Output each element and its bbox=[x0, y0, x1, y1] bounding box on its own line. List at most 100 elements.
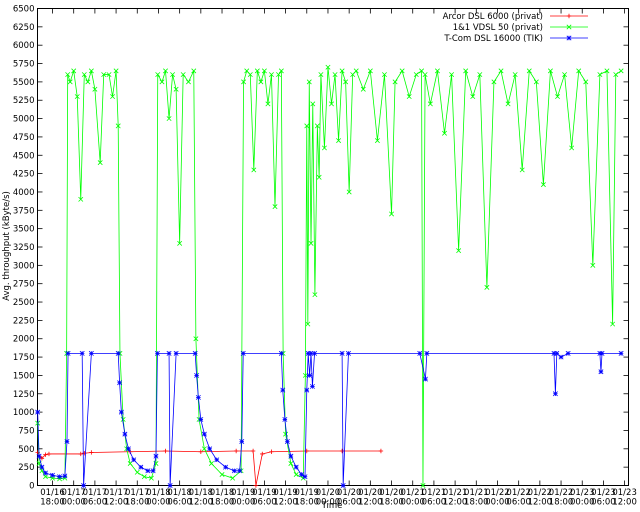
point-marker bbox=[456, 248, 462, 254]
point-marker bbox=[360, 86, 366, 92]
point-marker bbox=[67, 79, 73, 85]
point-marker bbox=[618, 68, 624, 74]
point-marker bbox=[154, 350, 160, 356]
point-marker bbox=[512, 72, 518, 78]
y-tick-label: 2500 bbox=[13, 298, 35, 308]
point-marker bbox=[339, 68, 345, 74]
point-marker bbox=[305, 321, 311, 327]
point-marker bbox=[305, 350, 311, 356]
point-marker bbox=[170, 72, 176, 78]
point-marker bbox=[97, 160, 103, 166]
y-tick-label: 2750 bbox=[13, 280, 35, 290]
point-marker bbox=[318, 72, 324, 78]
point-marker bbox=[339, 350, 345, 356]
point-marker bbox=[613, 72, 619, 78]
point-marker bbox=[498, 68, 504, 74]
x-tick-label: 01/17 18:00 bbox=[125, 488, 150, 508]
x-tick-label: 01/21 06:00 bbox=[422, 488, 447, 508]
point-marker bbox=[569, 145, 575, 151]
point-marker bbox=[101, 72, 107, 78]
x-tick-label: 01/19 00:00 bbox=[231, 488, 256, 508]
point-marker bbox=[260, 451, 265, 457]
point-marker bbox=[237, 468, 243, 474]
y-tick-label: 3750 bbox=[13, 206, 35, 216]
point-marker bbox=[308, 240, 314, 246]
point-marker bbox=[308, 350, 314, 356]
point-marker bbox=[463, 68, 469, 74]
point-marker bbox=[254, 68, 260, 74]
point-marker bbox=[288, 461, 294, 466]
y-tick-label: 3250 bbox=[13, 243, 35, 253]
x-tick-label: 01/23 06:00 bbox=[591, 488, 616, 508]
point-marker bbox=[57, 476, 63, 482]
point-marker bbox=[163, 448, 168, 454]
point-marker bbox=[268, 72, 274, 78]
x-tick-label: 01/22 12:00 bbox=[528, 488, 553, 508]
point-marker bbox=[261, 68, 267, 74]
point-marker bbox=[42, 474, 48, 480]
x-tick-label: 01/20 06:00 bbox=[337, 488, 362, 508]
point-marker bbox=[422, 376, 428, 382]
x-tick-label: 01/22 00:00 bbox=[485, 488, 510, 508]
x-tick-label: 01/20 12:00 bbox=[358, 488, 383, 508]
point-marker bbox=[115, 123, 121, 129]
point-marker bbox=[424, 350, 430, 356]
point-marker bbox=[298, 472, 304, 477]
point-marker bbox=[78, 196, 84, 202]
point-marker bbox=[269, 449, 274, 454]
point-marker bbox=[207, 446, 213, 452]
legend: Arcor DSL 6000 (privat)1&1 VDSL 50 (priv… bbox=[443, 12, 588, 44]
y-tick-label: 500 bbox=[18, 445, 34, 455]
point-marker bbox=[306, 79, 312, 85]
point-marker bbox=[231, 468, 237, 474]
point-marker bbox=[367, 68, 373, 74]
y-tick-label: 6000 bbox=[13, 41, 35, 51]
point-marker bbox=[417, 350, 423, 356]
point-marker bbox=[599, 350, 605, 356]
point-marker bbox=[81, 483, 87, 488]
point-marker bbox=[195, 394, 201, 400]
point-marker bbox=[566, 24, 572, 30]
y-tick-label: 4500 bbox=[13, 151, 35, 161]
point-marker bbox=[89, 450, 94, 455]
point-marker bbox=[42, 470, 48, 476]
x-tick-label: 01/21 12:00 bbox=[443, 488, 468, 508]
point-marker bbox=[427, 101, 433, 107]
point-marker bbox=[309, 383, 315, 389]
point-marker bbox=[230, 475, 236, 481]
point-marker bbox=[138, 464, 144, 470]
point-marker bbox=[81, 72, 87, 78]
point-marker bbox=[166, 116, 172, 122]
point-marker bbox=[79, 350, 85, 356]
x-tick-label: 01/16 18:00 bbox=[40, 488, 65, 508]
point-marker bbox=[167, 483, 173, 488]
y-tick-label: 4250 bbox=[13, 170, 35, 180]
point-marker bbox=[62, 475, 68, 481]
y-tick-label: 2250 bbox=[13, 316, 35, 326]
point-marker bbox=[378, 448, 384, 454]
point-marker bbox=[533, 79, 539, 85]
point-marker bbox=[329, 101, 334, 107]
point-marker bbox=[241, 79, 247, 85]
legend-label: Arcor DSL 6000 (privat) bbox=[443, 12, 543, 22]
point-marker bbox=[551, 350, 557, 356]
point-marker bbox=[78, 451, 83, 457]
legend-label: T-Com DSL 16000 (TIK) bbox=[443, 34, 543, 44]
point-marker bbox=[477, 72, 483, 78]
x-tick-label: 01/22 06:00 bbox=[506, 488, 531, 508]
y-axis-label: Avg. throughput (kByte/s) bbox=[2, 191, 12, 301]
point-marker bbox=[180, 72, 186, 78]
point-marker bbox=[62, 473, 68, 479]
x-tick-label: 01/21 00:00 bbox=[400, 488, 425, 508]
x-tick-label: 01/18 06:00 bbox=[167, 488, 192, 508]
point-marker bbox=[71, 68, 77, 74]
point-marker bbox=[173, 86, 179, 92]
point-marker bbox=[145, 468, 151, 474]
point-marker bbox=[214, 457, 220, 463]
x-tick-label: 01/17 00:00 bbox=[61, 488, 86, 508]
point-marker bbox=[125, 446, 131, 452]
point-marker bbox=[558, 354, 564, 360]
point-marker bbox=[201, 431, 207, 437]
point-marker bbox=[120, 416, 126, 422]
series-line bbox=[37, 67, 622, 486]
